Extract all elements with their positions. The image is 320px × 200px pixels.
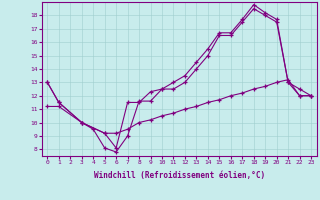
X-axis label: Windchill (Refroidissement éolien,°C): Windchill (Refroidissement éolien,°C)	[94, 171, 265, 180]
